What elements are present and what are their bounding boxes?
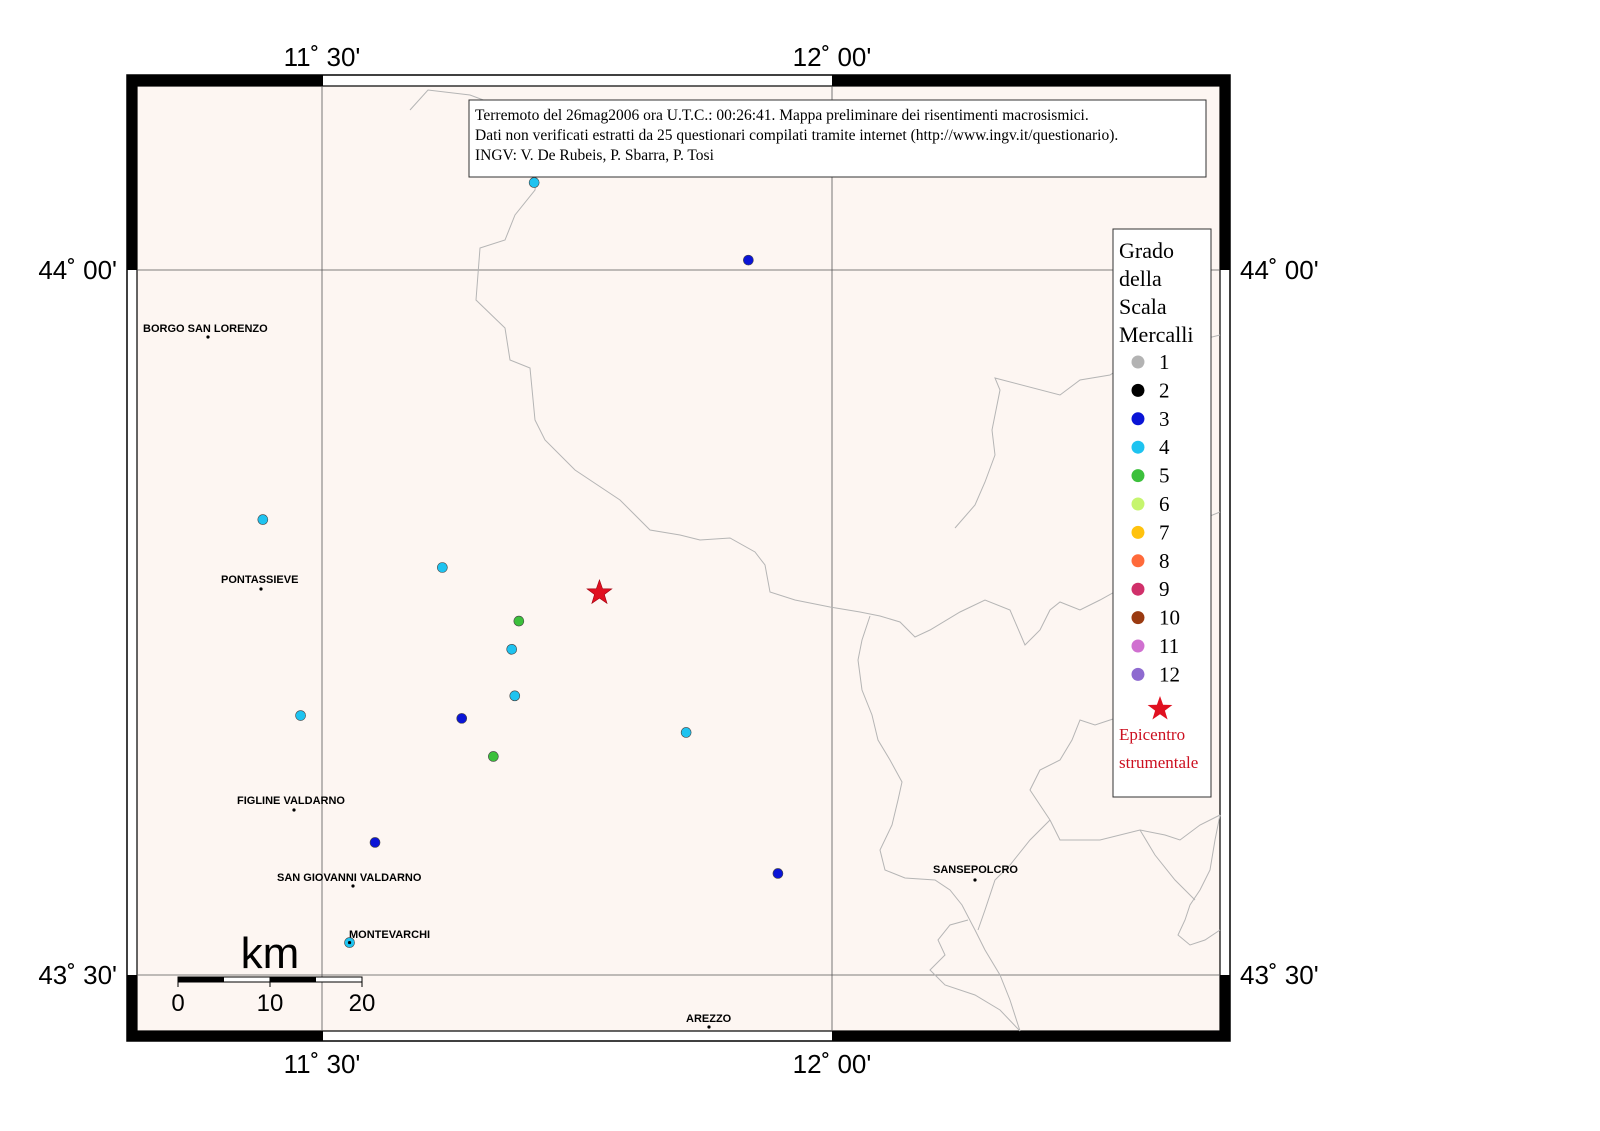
town-dot-borgo [206, 335, 210, 339]
legend-grade-swatch-2 [1131, 383, 1145, 397]
info-line-1: Terremoto del 26mag2006 ora U.T.C.: 00:2… [475, 107, 1089, 124]
scale-bar-seg-2 [270, 977, 316, 982]
town-label-borgo: BORGO SAN LORENZO [143, 323, 268, 335]
legend-grade-label-6: 6 [1159, 492, 1170, 516]
town-dot-montevarchi [347, 940, 352, 945]
legend-title-3: Scala [1119, 294, 1167, 319]
scale-tick-20: 20 [349, 990, 376, 1017]
scale-tick-10: 10 [257, 990, 284, 1017]
town-label-arezzo: AREZZO [686, 1013, 732, 1025]
scale-tick-0: 0 [171, 990, 184, 1017]
legend-grade-label-2: 2 [1159, 378, 1170, 402]
observation-point-grade-4 [509, 690, 521, 702]
legend-grade-swatch-12 [1131, 667, 1145, 681]
info-box: Terremoto del 26mag2006 ora U.T.C.: 00:2… [468, 99, 1207, 178]
left-lat-label-upper: 44˚ 00' [38, 255, 117, 285]
observation-point-grade-4 [528, 177, 540, 188]
legend-title-4: Mercalli [1119, 322, 1194, 347]
map-area [136, 85, 1221, 1032]
info-box-frame [468, 99, 1207, 178]
town-dot-figline [292, 808, 296, 812]
legend-grade-label-7: 7 [1159, 520, 1170, 544]
top-lon-label-right: 12˚ 00' [793, 42, 872, 72]
info-line-2: Dati non verificati estratti da 25 quest… [475, 127, 1118, 144]
observation-points [257, 177, 784, 948]
town-label-montevarchi: MONTEVARCHI [349, 929, 430, 941]
town-label-figline: FIGLINE VALDARNO [237, 795, 345, 807]
epicenter-star [586, 578, 613, 605]
legend-epicenter-line2: strumentale [1119, 753, 1198, 772]
legend-grade-swatch-11 [1131, 639, 1145, 653]
scale-bar: km 0 10 20 [171, 929, 375, 1017]
frame-ticks [127, 75, 1230, 1041]
legend-title-1: Grado [1119, 238, 1174, 263]
town-label-sangiovanni: SAN GIOVANNI VALDARNO [277, 872, 422, 884]
legend-grade-label-9: 9 [1159, 577, 1170, 601]
legend-grade-swatch-7 [1131, 525, 1145, 539]
right-lat-label-upper: 44˚ 00' [1240, 255, 1319, 285]
observation-point-grade-3 [743, 254, 754, 266]
town-label-sansepolcro: SANSEPOLCRO [933, 864, 1018, 876]
legend-grade-swatch-8 [1131, 554, 1145, 568]
legend-grade-swatch-6 [1131, 497, 1145, 511]
town-dot-sansepolcro [973, 878, 977, 882]
towns: BORGO SAN LORENZO PONTASSIEVE FIGLINE VA… [143, 323, 1018, 1029]
legend-epicenter-star [1147, 696, 1173, 720]
legend: Grado della Scala Mercalli 1234567891011… [1112, 228, 1212, 798]
legend-grade-label-3: 3 [1159, 407, 1170, 431]
right-lat-label-lower: 43˚ 30' [1240, 960, 1319, 990]
town-dot-arezzo [707, 1025, 711, 1029]
observation-point-grade-5 [488, 751, 499, 762]
observation-point-grade-5 [513, 615, 525, 627]
observation-point-grade-3 [456, 713, 468, 724]
legend-grade-label-12: 12 [1159, 662, 1180, 686]
observation-point-grade-4 [680, 727, 692, 738]
legend-grade-swatch-5 [1131, 469, 1145, 483]
bottom-lon-label-left: 11˚ 30' [284, 1049, 361, 1079]
legend-grade-label-11: 11 [1159, 634, 1179, 658]
legend-grade-label-8: 8 [1159, 549, 1170, 573]
legend-grade-swatch-1 [1131, 355, 1145, 369]
legend-grade-label-10: 10 [1159, 606, 1180, 630]
legend-grade-label-5: 5 [1159, 464, 1170, 488]
observation-point-grade-3 [772, 868, 784, 879]
legend-grade-swatch-4 [1131, 440, 1145, 454]
observation-point-grade-3 [369, 837, 381, 848]
town-dot-pontassieve [259, 587, 263, 591]
observation-point-grade-4 [257, 514, 269, 525]
legend-grade-swatch-3 [1131, 412, 1145, 426]
legend-title-2: della [1119, 266, 1162, 291]
top-lon-label-left: 11˚ 30' [284, 42, 361, 72]
legend-grade-label-1: 1 [1159, 350, 1170, 374]
bottom-lon-label-right: 12˚ 00' [793, 1049, 872, 1079]
legend-grade-label-4: 4 [1159, 435, 1170, 459]
left-lat-label-lower: 43˚ 30' [38, 960, 117, 990]
scale-bar-seg-1 [178, 977, 224, 982]
graticule [137, 86, 1220, 1031]
scale-unit-label: km [241, 929, 300, 978]
legend-epicenter-line1: Epicentro [1119, 725, 1185, 744]
legend-grade-swatch-9 [1131, 582, 1145, 596]
observation-point-grade-4 [506, 643, 518, 655]
info-line-3: INGV: V. De Rubeis, P. Sbarra, P. Tosi [475, 147, 715, 164]
legend-grade-swatch-10 [1131, 611, 1145, 625]
town-label-pontassieve: PONTASSIEVE [221, 574, 298, 586]
observation-point-grade-4 [295, 710, 306, 721]
town-dot-sangiovanni [351, 884, 355, 888]
observation-point-grade-4 [437, 562, 448, 573]
axis-labels: 11˚ 30' 12˚ 00' 11˚ 30' 12˚ 00' 44˚ 00' … [38, 42, 1318, 1079]
